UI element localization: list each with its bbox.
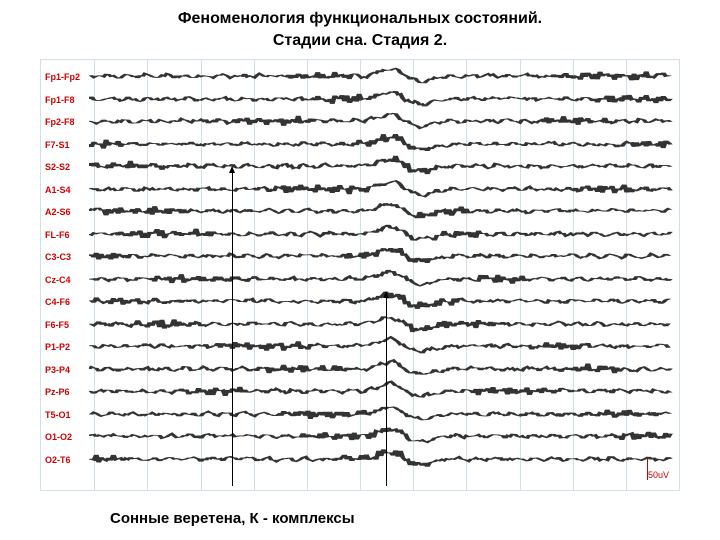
channel-label: O1-O2 xyxy=(45,432,72,442)
channel-label: Fp2-F8 xyxy=(45,117,75,127)
eeg-chart: 50uV Fp1-Fp2Fp1-F8Fp2-F8F7-S1S2-S2A1-S4A… xyxy=(40,59,680,491)
channel-label: Fp1-Fp2 xyxy=(45,72,80,82)
caption: Сонные веретена, К - комплексы xyxy=(110,510,355,527)
channel-label: F6-F5 xyxy=(45,320,69,330)
title-line2: Стадии сна. Стадия 2. xyxy=(273,32,447,49)
title-line1: Феноменология функциональных состояний. xyxy=(178,10,542,27)
annotation-arrow xyxy=(232,172,233,486)
channel-label: F7-S1 xyxy=(45,140,70,150)
channel-label: FL-F6 xyxy=(45,230,70,240)
channel-label: P1-P2 xyxy=(45,342,70,352)
annotation-arrow xyxy=(386,297,387,486)
channel-label: Cz-C4 xyxy=(45,275,71,285)
channel-label: Fp1-F8 xyxy=(45,95,75,105)
channel-label: T5-O1 xyxy=(45,410,71,420)
channel-label: C3-C3 xyxy=(45,252,71,262)
channel-label: S2-S2 xyxy=(45,162,70,172)
channel-label: C4-F6 xyxy=(45,297,70,307)
channel-label: Pz-P6 xyxy=(45,387,70,397)
channel-label: P3-P4 xyxy=(45,365,70,375)
eeg-trace xyxy=(89,445,673,473)
channel-label: A2-S6 xyxy=(45,207,71,217)
channel-label: O2-T6 xyxy=(45,455,71,465)
channel-label: A1-S4 xyxy=(45,185,71,195)
